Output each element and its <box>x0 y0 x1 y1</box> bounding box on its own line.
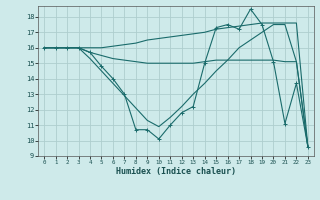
X-axis label: Humidex (Indice chaleur): Humidex (Indice chaleur) <box>116 167 236 176</box>
